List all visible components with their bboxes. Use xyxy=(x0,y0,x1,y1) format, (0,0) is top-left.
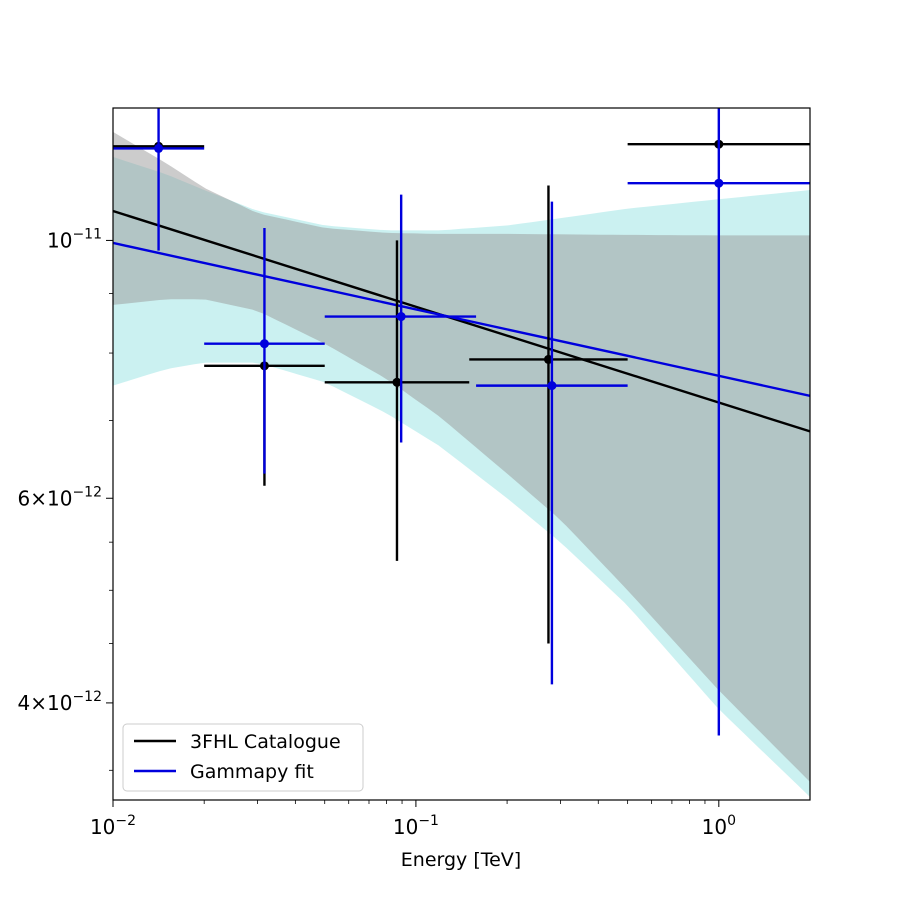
x-axis-ticks: 10−2 10−1 100 xyxy=(90,800,736,839)
gammapy-point-1 xyxy=(113,108,205,251)
catalogue-marker xyxy=(392,377,402,387)
gammapy-point-4 xyxy=(476,201,628,685)
legend-label-1: 3FHL Catalogue xyxy=(190,731,341,753)
catalogue-confidence-band xyxy=(113,131,810,782)
legend: 3FHL Catalogue Gammapy fit xyxy=(122,723,364,792)
gammapy-marker xyxy=(396,312,406,322)
legend-label-2: Gammapy fit xyxy=(190,761,314,783)
gammapy-point-5 xyxy=(627,108,810,736)
model-lines xyxy=(113,209,810,433)
gammapy-marker xyxy=(154,143,164,153)
x-axis-label: Energy [TeV] xyxy=(401,849,521,871)
legend-box xyxy=(122,723,364,792)
gammapy-point-2 xyxy=(204,227,325,474)
x-tick-label-1: 10−2 xyxy=(90,813,136,839)
catalogue-point-4 xyxy=(469,185,628,644)
plot-frame xyxy=(112,107,811,801)
gammapy-marker xyxy=(547,381,557,391)
gammapy-marker xyxy=(714,178,724,188)
flux-points xyxy=(113,108,810,736)
y-axis-ticks: 10−11 6×10−12 4×10−12 xyxy=(18,226,113,771)
x-tick-label-2: 10−1 xyxy=(393,813,439,839)
y-tick-label-2: 6×10−12 xyxy=(18,484,102,510)
gammapy-point-3 xyxy=(324,194,477,443)
confidence-bands xyxy=(113,131,810,797)
gammapy-marker xyxy=(259,339,269,349)
gammapy-model-line xyxy=(113,241,810,397)
catalogue-marker xyxy=(543,354,553,364)
x-tick-label-3: 100 xyxy=(702,813,736,839)
catalogue-model-line xyxy=(113,209,810,433)
catalogue-point-3 xyxy=(324,240,470,561)
y-tick-label-1: 10−11 xyxy=(47,226,102,252)
y-tick-label-3: 4×10−12 xyxy=(18,689,102,715)
